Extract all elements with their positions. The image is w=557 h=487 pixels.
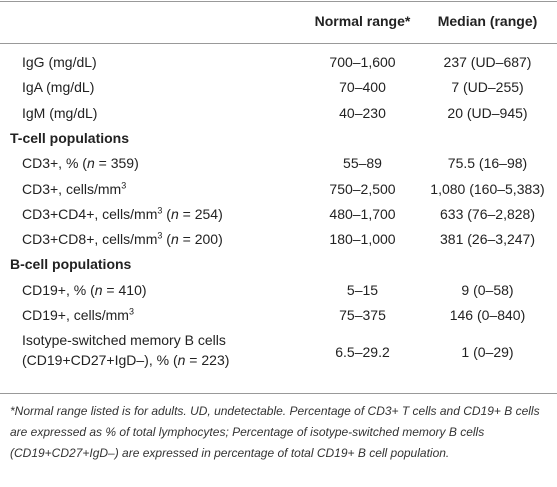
label-line: CD3+, cells/mm3 [22,179,126,199]
column-header: Median (range) [437,13,538,29]
label-line: CD3+CD4+, cells/mm3 (n = 254) [22,204,223,224]
table-cell: 6.5–29.2 [335,344,390,361]
label-text: n [177,352,186,369]
data-row: IgG (mg/dL) 700–1,600 237 (UD–687) [0,52,557,77]
label-text: n [170,231,179,248]
label-text: 3 [157,230,163,241]
label-text: CD3+CD4+, cells/mm [22,205,158,222]
footnote: *Normal range listed is for adults. UD, … [10,404,540,460]
group-row: T-cell populations [0,128,557,153]
label-text: IgA (mg/dL) [22,79,95,96]
label-text: 3 [157,205,163,216]
bottom-rule [0,393,557,394]
label-text: Isotype-switched memory B cells [22,332,226,349]
label-text: (CD19+CD27+IgD–), % ( [22,352,178,369]
data-row: IgM (mg/dL) 40–230 20 (UD–945) [0,103,557,128]
row-label: CD3+, % (n = 359) [22,153,139,173]
label-text: n [170,205,179,222]
data-row: CD3+CD4+, cells/mm3 (n = 254) 480–1,700 63… [0,204,557,229]
table-cell: 480–1,700 [329,205,396,222]
table-cell: 1,080 (160–5,383) [430,180,545,197]
row-label: IgG (mg/dL) [22,52,97,72]
label-text: CD19+, cells/mm [22,307,129,323]
label-text: 3 [121,179,127,190]
data-row: CD3+, % (n = 359) 55–89 75.5 (16–98) [0,153,557,178]
row-label: CD3+CD4+, cells/mm3 (n = 254) [22,204,223,224]
row-label: CD19+, cells/mm3 [22,305,134,325]
label-text: ( [162,231,171,248]
row-label: IgM (mg/dL) [22,103,97,123]
label-text: 3 [128,306,134,317]
table-cell: 237 (UD–687) [443,54,532,70]
label-text: CD3+, % ( [22,155,87,172]
data-row: CD3+, cells/mm3 750–2,500 1,080 (160–5,383… [0,179,557,204]
data-row: IgA (mg/dL) 70–400 7 (UD–255) [0,77,557,102]
label-line: IgG (mg/dL) [22,52,97,72]
table-cell: 9 (0–58) [461,281,514,298]
data-row: CD19+, cells/mm3 75–375 146 (0–840) [0,305,557,330]
label-line: CD3+, % (n = 359) [22,153,139,173]
table-cell: 180–1,000 [329,231,396,248]
header-rule [0,43,557,44]
table-cell: 7 (UD–255) [451,79,524,96]
row-label: Isotype-switched memory B cells (CD19+CD2… [22,330,229,370]
label-text: IgG (mg/dL) [22,54,97,70]
label-line: CD19+, % (n = 410) [22,280,147,300]
label-text: = 410) [102,281,147,298]
table-cell: 700–1,600 [329,54,396,70]
label-line: Isotype-switched memory B cells [22,330,229,350]
table-cell: 40–230 [339,104,386,121]
label-line: IgM (mg/dL) [22,103,97,123]
row-label: IgA (mg/dL) [22,77,94,97]
table-cell: 381 (26–3,247) [440,231,535,248]
table-cell: 55–89 [343,155,382,172]
group-title: B-cell populations [10,256,132,273]
label-line: CD3+CD8+, cells/mm3 (n = 200) [22,229,223,249]
table-cell: 146 (0–840) [449,307,526,323]
label-text: = 254) [178,205,223,222]
label-line: IgA (mg/dL) [22,77,94,97]
table-cell: 75–375 [339,307,386,323]
table-cell: 75.5 (16–98) [447,155,528,172]
table-cell: 750–2,500 [329,180,396,197]
label-text: CD3+, cells/mm [22,180,122,197]
table-cell: 633 (76–2,828) [440,205,535,222]
table-cell: 20 (UD–945) [447,104,528,121]
table-cell: 70–400 [339,79,386,96]
label-line: CD19+, cells/mm3 [22,305,134,325]
data-row: CD3+CD8+, cells/mm3 (n = 200) 180–1,000 38… [0,229,557,254]
label-text: n [86,155,95,172]
row-label: CD3+, cells/mm3 [22,179,126,199]
label-text: = 200) [178,231,223,248]
row-label: CD19+, % (n = 410) [22,280,147,300]
label-text: = 223) [185,352,230,369]
label-text: CD19+, % ( [22,281,95,298]
label-text: n [94,281,103,298]
table-cell: 1 (0–29) [461,344,514,361]
data-row: CD19+, % (n = 410) 5–15 9 (0–58) [0,280,557,305]
row-label: CD3+CD8+, cells/mm3 (n = 200) [22,229,223,249]
label-text: = 359) [94,155,139,172]
header-row: Normal range* Median (range) [0,11,557,31]
label-text: ( [162,205,171,222]
column-header: Normal range* [314,13,411,29]
group-title: T-cell populations [10,129,130,146]
label-line: (CD19+CD27+IgD–), % (n = 223) [22,350,229,370]
data-row: Isotype-switched memory B cells (CD19+CD2… [0,330,557,375]
top-rule [0,1,557,2]
label-text: IgM (mg/dL) [22,104,98,121]
label-text: CD3+CD8+, cells/mm [22,231,158,248]
table-cell: 5–15 [346,281,379,298]
group-row: B-cell populations [0,254,557,279]
